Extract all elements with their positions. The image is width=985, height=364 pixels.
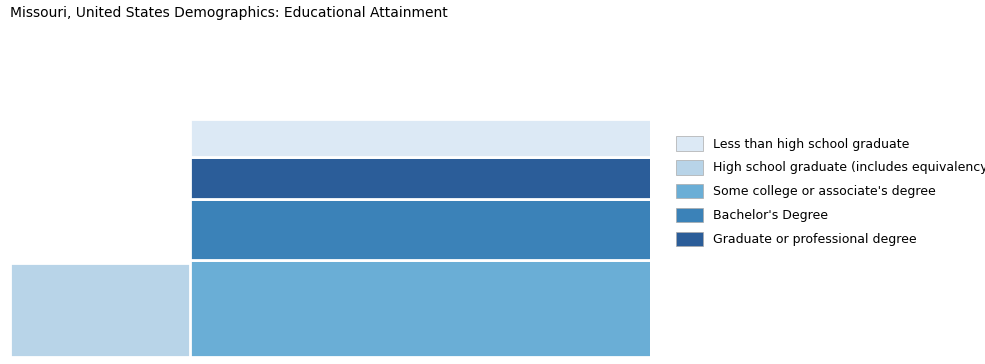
Bar — [190, 260, 830, 357]
Bar — [190, 119, 830, 157]
Legend: Less than high school graduate, High school graduate (includes equivalency), Som: Less than high school graduate, High sch… — [676, 136, 985, 246]
Bar — [190, 199, 830, 260]
Text: Missouri, United States Demographics: Educational Attainment: Missouri, United States Demographics: Ed… — [10, 6, 447, 20]
Bar — [10, 264, 650, 357]
Bar — [190, 157, 830, 199]
